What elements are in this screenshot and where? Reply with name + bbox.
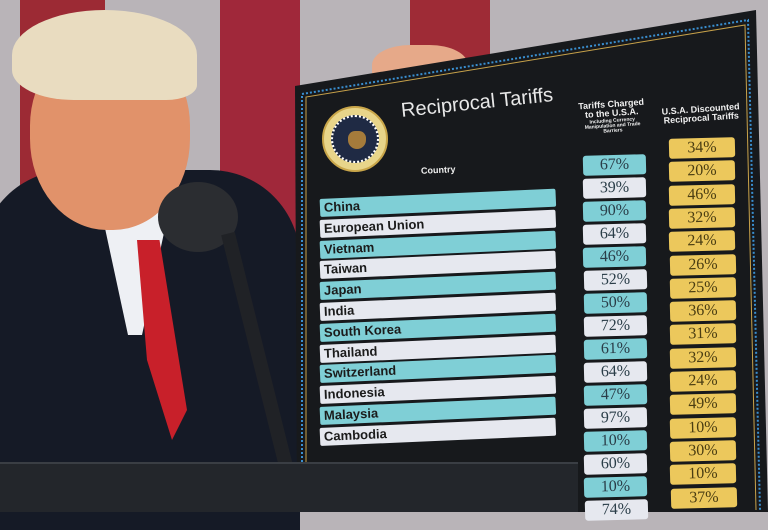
discounted-value: 32% [669, 346, 737, 369]
charged-value: 10% [584, 476, 648, 498]
discounted-value: 30% [670, 440, 737, 462]
charged-value: 97% [583, 407, 648, 429]
country-header: Country [420, 164, 456, 176]
discounted-value: 10% [669, 416, 737, 439]
discounted-value: 37% [670, 486, 737, 509]
discounted-value: 49% [669, 393, 737, 416]
charged-value: 61% [583, 338, 648, 360]
charged-value: 64% [583, 361, 648, 383]
charged-value: 67% [582, 154, 647, 176]
charged-value: 46% [583, 246, 647, 268]
charged-value: 64% [583, 223, 647, 245]
charged-value: 50% [583, 292, 647, 314]
charged-value: 72% [583, 315, 647, 337]
discounted-value: 24% [669, 370, 737, 392]
discounted-value: 34% [668, 137, 736, 159]
charged-value: 47% [583, 384, 648, 406]
discounted-value: 26% [669, 253, 736, 276]
discounted-value: 24% [669, 230, 736, 253]
eagle-icon [348, 131, 366, 149]
charged-value: 90% [582, 200, 647, 222]
podium [0, 462, 578, 512]
charged-value: 52% [583, 269, 647, 291]
charged-header: Tariffs Charged to the U.S.A. Including … [575, 97, 649, 138]
discounted-value: 36% [669, 300, 736, 322]
charged-value: 39% [582, 177, 647, 199]
charged-value: 60% [584, 453, 648, 475]
charged-value: 74% [584, 499, 648, 521]
person-hair [12, 10, 197, 100]
discounted-value: 20% [668, 160, 736, 183]
discounted-value: 25% [669, 276, 736, 299]
discounted-value: 46% [668, 183, 736, 206]
discounted-value: 31% [669, 323, 737, 346]
discounted-value: 10% [670, 463, 737, 486]
charged-value: 10% [583, 430, 648, 452]
presidential-seal [322, 106, 388, 172]
discounted-value: 32% [669, 207, 736, 229]
